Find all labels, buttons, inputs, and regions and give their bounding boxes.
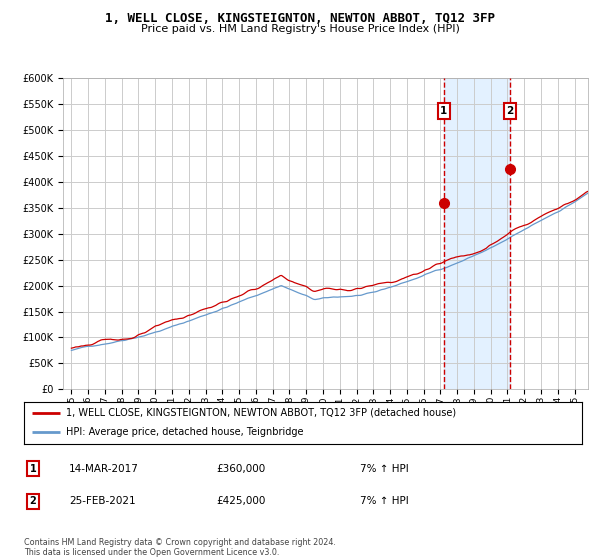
Text: 2: 2: [506, 106, 514, 116]
Text: 25-FEB-2021: 25-FEB-2021: [69, 496, 136, 506]
Text: Price paid vs. HM Land Registry's House Price Index (HPI): Price paid vs. HM Land Registry's House …: [140, 24, 460, 34]
Text: Contains HM Land Registry data © Crown copyright and database right 2024.
This d: Contains HM Land Registry data © Crown c…: [24, 538, 336, 557]
Text: 1, WELL CLOSE, KINGSTEIGNTON, NEWTON ABBOT, TQ12 3FP: 1, WELL CLOSE, KINGSTEIGNTON, NEWTON ABB…: [105, 12, 495, 25]
Text: 7% ↑ HPI: 7% ↑ HPI: [360, 464, 409, 474]
Bar: [444, 78, 510, 389]
Text: 1: 1: [440, 106, 448, 116]
Text: 7% ↑ HPI: 7% ↑ HPI: [360, 496, 409, 506]
Text: HPI: Average price, detached house, Teignbridge: HPI: Average price, detached house, Teig…: [66, 427, 304, 437]
Text: 1, WELL CLOSE, KINGSTEIGNTON, NEWTON ABBOT, TQ12 3FP (detached house): 1, WELL CLOSE, KINGSTEIGNTON, NEWTON ABB…: [66, 408, 456, 418]
Text: 1: 1: [29, 464, 37, 474]
Text: £360,000: £360,000: [216, 464, 265, 474]
Text: 14-MAR-2017: 14-MAR-2017: [69, 464, 139, 474]
Text: 2: 2: [29, 496, 37, 506]
Text: £425,000: £425,000: [216, 496, 265, 506]
